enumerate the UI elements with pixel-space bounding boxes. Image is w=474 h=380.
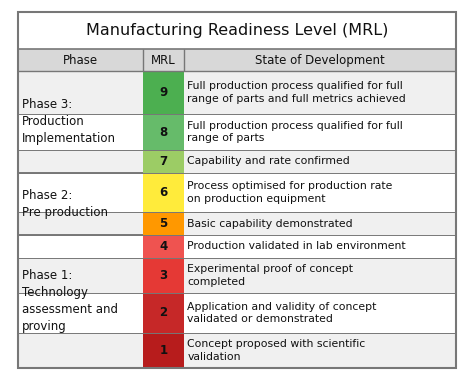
Bar: [143, 258, 184, 293]
Text: 4: 4: [160, 240, 168, 253]
Text: MRL: MRL: [151, 54, 176, 66]
Text: 8: 8: [160, 125, 168, 139]
Bar: [143, 71, 184, 114]
Text: 2: 2: [160, 306, 168, 320]
Text: Production validated in lab environment: Production validated in lab environment: [187, 241, 406, 252]
Text: Manufacturing Readiness Level (MRL): Manufacturing Readiness Level (MRL): [86, 23, 388, 38]
Text: Basic capability demonstrated: Basic capability demonstrated: [187, 218, 353, 228]
Text: 6: 6: [160, 186, 168, 199]
Text: State of Development: State of Development: [255, 54, 385, 66]
Bar: [18, 49, 456, 71]
Bar: [143, 212, 184, 235]
Bar: [18, 150, 456, 173]
Text: Phase 1:
Technology
assessment and
proving: Phase 1: Technology assessment and provi…: [22, 269, 118, 334]
Bar: [18, 212, 456, 235]
Bar: [143, 114, 184, 150]
Text: Phase 3:
Production
Implementation: Phase 3: Production Implementation: [22, 98, 116, 145]
Bar: [143, 235, 184, 258]
Bar: [18, 12, 456, 49]
Bar: [18, 293, 456, 332]
Text: 5: 5: [160, 217, 168, 230]
Bar: [143, 293, 184, 332]
Bar: [143, 173, 184, 212]
Text: Experimental proof of concept
completed: Experimental proof of concept completed: [187, 264, 354, 287]
Bar: [143, 332, 184, 368]
Bar: [18, 114, 456, 150]
Text: Process optimised for production rate
on production equipment: Process optimised for production rate on…: [187, 181, 393, 204]
Text: Phase: Phase: [63, 54, 98, 66]
Text: 1: 1: [160, 344, 168, 357]
Text: Full production process qualified for full
range of parts and full metrics achie: Full production process qualified for fu…: [187, 81, 406, 104]
Text: 9: 9: [160, 86, 168, 99]
Text: Application and validity of concept
validated or demonstrated: Application and validity of concept vali…: [187, 301, 377, 324]
Text: Capability and rate confirmed: Capability and rate confirmed: [187, 156, 350, 166]
Bar: [18, 332, 456, 368]
Bar: [18, 71, 456, 114]
Bar: [18, 173, 456, 212]
Text: 3: 3: [160, 269, 168, 282]
Text: Full production process qualified for full
range of parts: Full production process qualified for fu…: [187, 121, 403, 144]
Bar: [18, 258, 456, 293]
Bar: [143, 150, 184, 173]
Bar: [18, 235, 456, 258]
Text: Phase 2:
Pre production: Phase 2: Pre production: [22, 189, 108, 219]
Text: Concept proposed with scientific
validation: Concept proposed with scientific validat…: [187, 339, 365, 362]
Text: 7: 7: [160, 155, 168, 168]
